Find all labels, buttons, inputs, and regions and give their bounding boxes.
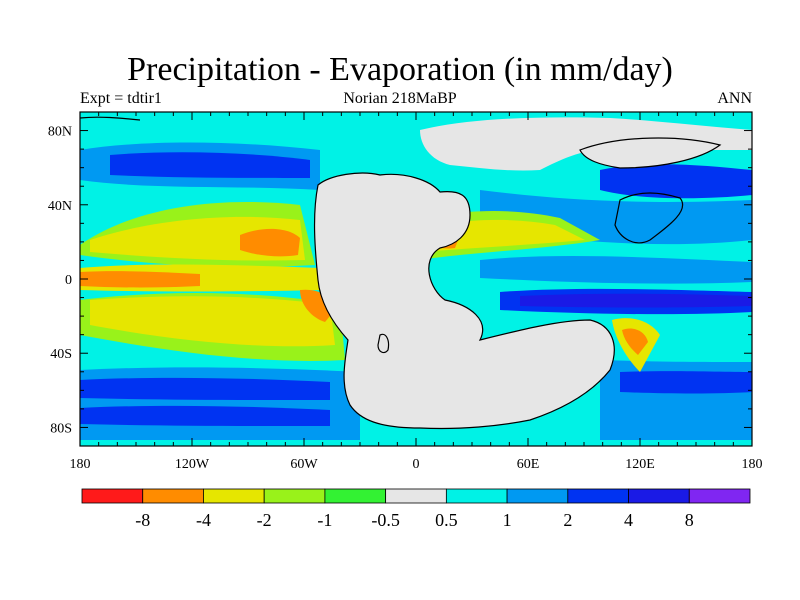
pangaea-coastline: [313, 172, 615, 430]
colorbar-swatch: [142, 488, 204, 504]
northeast-land: [580, 138, 720, 168]
x-tick-label: 0: [413, 457, 420, 472]
x-tick-label: 60W: [290, 457, 318, 472]
axis-ticks: [79, 111, 753, 447]
axis-labels: 180 120W 60W 0 60E 120E 180 80N 40N 0 40S 80S: [48, 125, 763, 472]
x-tick-label: 180: [742, 457, 763, 472]
x-tick-label: 120E: [625, 457, 655, 472]
coastlines: [79, 116, 722, 430]
x-tick-label: 180: [70, 457, 91, 472]
y-tick-label: 0: [65, 273, 72, 288]
colorbar-label: -8: [135, 510, 150, 530]
tethys-wet-band: [480, 256, 752, 284]
colorbar-label: -0.5: [371, 510, 400, 530]
y-tick-label: 40S: [50, 347, 72, 362]
y-tick-label: 80N: [48, 125, 72, 140]
colorbar-swatch: [628, 488, 690, 504]
y-tick-label: 40N: [48, 199, 72, 214]
south-dry-yellow: [90, 296, 335, 347]
colorbar-swatch: [688, 488, 751, 504]
colorbar-label: 1: [503, 510, 512, 530]
north-deep-wet-band-west: [110, 152, 310, 178]
colorbar-swatch: [203, 488, 265, 504]
chart-title: Precipitation - Evaporation (in mm/day): [127, 51, 673, 88]
colorbar-label: 4: [624, 510, 633, 530]
equatorial-orange: [80, 271, 200, 288]
x-tick-label: 60E: [517, 457, 540, 472]
east-island-coastline: [614, 192, 684, 244]
northeast-coastline: [579, 137, 722, 169]
north-dry-orange: [240, 228, 300, 257]
north-deep-wet-band-east: [600, 164, 752, 199]
pangaea-land: [314, 173, 615, 429]
colorbar-label: -1: [317, 510, 332, 530]
colorbar: -8 -4 -2 -1 -0.5 0.5 1 2 4 8: [81, 488, 751, 530]
southern-deep-band-west-2: [80, 405, 330, 426]
pe-field: [80, 112, 752, 446]
colorbar-swatch: [567, 488, 629, 504]
east-south-dry-orange: [622, 328, 648, 355]
colorbar-swatch: [445, 488, 508, 504]
colorbar-swatch: [506, 488, 569, 504]
colorbar-label: 0.5: [435, 510, 458, 530]
colorbar-swatch: [385, 488, 447, 504]
season-label: ANN: [717, 90, 752, 107]
small-island-coastline: [377, 333, 390, 354]
southern-deep-band-west: [80, 377, 330, 400]
colorbar-swatch: [81, 488, 144, 504]
southern-deep-band-east: [620, 371, 752, 394]
y-tick-label: 80S: [50, 421, 72, 436]
colorbar-label: 8: [685, 510, 694, 530]
east-strong-wet-band: [520, 293, 752, 308]
colorbar-swatch: [324, 488, 387, 504]
north-land: [420, 117, 752, 171]
colorbar-label: 2: [563, 510, 572, 530]
arctic-coastline: [79, 116, 141, 121]
experiment-label: Expt = tdtir1: [80, 90, 162, 107]
x-tick-label: 120W: [175, 457, 210, 472]
period-label: Norian 218MaBP: [343, 90, 457, 107]
colorbar-swatch: [263, 488, 326, 504]
colorbar-label: -4: [196, 510, 211, 530]
colorbar-label: -2: [257, 510, 272, 530]
